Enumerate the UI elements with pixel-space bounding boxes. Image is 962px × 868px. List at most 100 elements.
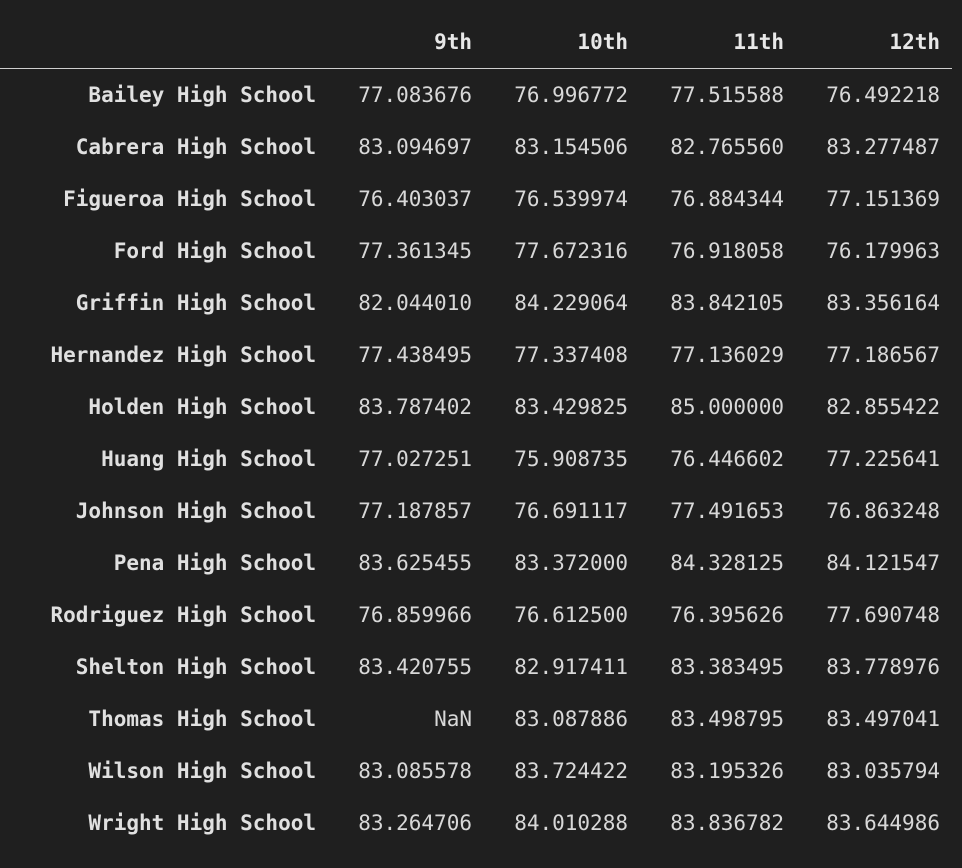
cell-11th: 83.836782 — [670, 811, 784, 835]
cell-11th: 76.395626 — [670, 603, 784, 627]
row-label: Huang High School — [101, 447, 316, 471]
cell-12th: 77.186567 — [826, 343, 940, 367]
cell-12th: 83.644986 — [826, 811, 940, 835]
cell-10th: 83.429825 — [514, 395, 628, 419]
cell-10th: 83.154506 — [514, 135, 628, 159]
cell-11th: 83.498795 — [670, 707, 784, 731]
cell-12th: 82.855422 — [826, 395, 940, 419]
column-header-10th: 10th — [484, 16, 640, 69]
cell-10th: 77.337408 — [514, 343, 628, 367]
table-row: Thomas High School NaN 83.087886 83.4987… — [0, 693, 952, 745]
table-row: Pena High School 83.625455 83.372000 84.… — [0, 537, 952, 589]
cell-9th: 77.361345 — [358, 239, 472, 263]
table-row: Holden High School 83.787402 83.429825 8… — [0, 381, 952, 433]
cell-10th: 75.908735 — [514, 447, 628, 471]
table-row: Rodriguez High School 76.859966 76.61250… — [0, 589, 952, 641]
cell-12th: 84.121547 — [826, 551, 940, 575]
cell-9th: 76.859966 — [358, 603, 472, 627]
table-row: Figueroa High School 76.403037 76.539974… — [0, 173, 952, 225]
row-label: Johnson High School — [75, 499, 316, 523]
cell-12th: 77.225641 — [826, 447, 940, 471]
cell-10th: 76.691117 — [514, 499, 628, 523]
cell-10th: 84.010288 — [514, 811, 628, 835]
cell-10th: 83.372000 — [514, 551, 628, 575]
table-row: Griffin High School 82.044010 84.229064 … — [0, 277, 952, 329]
column-header-12th: 12th — [796, 16, 952, 69]
cell-10th: 83.087886 — [514, 707, 628, 731]
row-label: Griffin High School — [75, 291, 316, 315]
cell-11th: 83.195326 — [670, 759, 784, 783]
cell-9th: 77.027251 — [358, 447, 472, 471]
cell-11th: 76.884344 — [670, 187, 784, 211]
cell-12th: 83.497041 — [826, 707, 940, 731]
row-label: Thomas High School — [88, 707, 316, 731]
cell-11th: 76.918058 — [670, 239, 784, 263]
cell-10th: 77.672316 — [514, 239, 628, 263]
cell-11th: 84.328125 — [670, 551, 784, 575]
table-row: Huang High School 77.027251 75.908735 76… — [0, 433, 952, 485]
cell-9th: 76.403037 — [358, 187, 472, 211]
table-row: Cabrera High School 83.094697 83.154506 … — [0, 121, 952, 173]
table-row: Shelton High School 83.420755 82.917411 … — [0, 641, 952, 693]
cell-9th: NaN — [434, 707, 472, 731]
cell-9th: 83.264706 — [358, 811, 472, 835]
row-label: Wilson High School — [88, 759, 316, 783]
cell-9th: 83.787402 — [358, 395, 472, 419]
cell-9th: 77.187857 — [358, 499, 472, 523]
cell-12th: 83.277487 — [826, 135, 940, 159]
row-label: Hernandez High School — [50, 343, 316, 367]
column-header-9th: 9th — [328, 16, 484, 69]
row-label: Bailey High School — [88, 83, 316, 107]
cell-11th: 77.515588 — [670, 83, 784, 107]
table-header: 9th 10th 11th 12th — [0, 16, 952, 69]
cell-11th: 76.446602 — [670, 447, 784, 471]
cell-10th: 76.539974 — [514, 187, 628, 211]
cell-9th: 83.625455 — [358, 551, 472, 575]
cell-11th: 77.136029 — [670, 343, 784, 367]
header-row: 9th 10th 11th 12th — [0, 16, 952, 69]
cell-12th: 76.863248 — [826, 499, 940, 523]
cell-12th: 77.151369 — [826, 187, 940, 211]
row-label: Figueroa High School — [63, 187, 316, 211]
row-label: Wright High School — [88, 811, 316, 835]
cell-10th: 76.996772 — [514, 83, 628, 107]
table-row: Wright High School 83.264706 84.010288 8… — [0, 797, 952, 849]
cell-9th: 83.094697 — [358, 135, 472, 159]
cell-11th: 83.842105 — [670, 291, 784, 315]
cell-12th: 83.356164 — [826, 291, 940, 315]
cell-10th: 76.612500 — [514, 603, 628, 627]
row-label: Holden High School — [88, 395, 316, 419]
row-label: Shelton High School — [75, 655, 316, 679]
table-row: Hernandez High School 77.438495 77.33740… — [0, 329, 952, 381]
cell-9th: 83.085578 — [358, 759, 472, 783]
table-row: Bailey High School 77.083676 76.996772 7… — [0, 69, 952, 122]
cell-12th: 77.690748 — [826, 603, 940, 627]
cell-9th: 77.083676 — [358, 83, 472, 107]
table-row: Ford High School 77.361345 77.672316 76.… — [0, 225, 952, 277]
cell-9th: 82.044010 — [358, 291, 472, 315]
cell-12th: 83.035794 — [826, 759, 940, 783]
cell-11th: 82.765560 — [670, 135, 784, 159]
row-label: Rodriguez High School — [50, 603, 316, 627]
row-label: Pena High School — [113, 551, 316, 575]
cell-11th: 77.491653 — [670, 499, 784, 523]
table-row: Wilson High School 83.085578 83.724422 8… — [0, 745, 952, 797]
column-header-11th: 11th — [640, 16, 796, 69]
row-label: Cabrera High School — [75, 135, 316, 159]
grade-scores-table: 9th 10th 11th 12th Bailey High School 77… — [0, 16, 952, 849]
cell-12th: 76.492218 — [826, 83, 940, 107]
cell-11th: 83.383495 — [670, 655, 784, 679]
cell-10th: 83.724422 — [514, 759, 628, 783]
cell-9th: 83.420755 — [358, 655, 472, 679]
cell-12th: 83.778976 — [826, 655, 940, 679]
table-row: Johnson High School 77.187857 76.691117 … — [0, 485, 952, 537]
cell-9th: 77.438495 — [358, 343, 472, 367]
table-body: Bailey High School 77.083676 76.996772 7… — [0, 69, 952, 850]
cell-10th: 82.917411 — [514, 655, 628, 679]
cell-11th: 85.000000 — [670, 395, 784, 419]
row-label: Ford High School — [113, 239, 316, 263]
index-header — [0, 16, 328, 69]
cell-10th: 84.229064 — [514, 291, 628, 315]
cell-12th: 76.179963 — [826, 239, 940, 263]
